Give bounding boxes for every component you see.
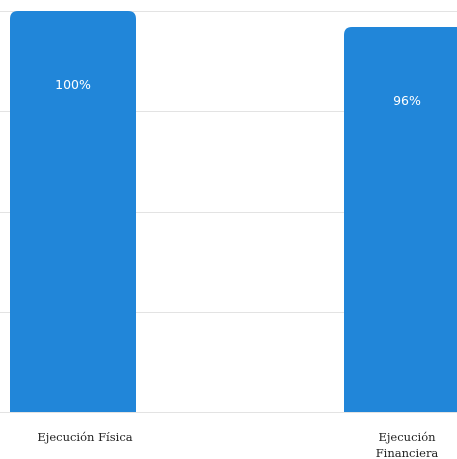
bars (10, 11, 457, 412)
category-label: Ejecución Financiera (376, 430, 439, 459)
data-labels: 100% 96% (55, 77, 421, 108)
category-labels: Ejecución Física Ejecución Financiera (37, 430, 438, 459)
data-label: 96% (393, 93, 421, 108)
bar (10, 11, 136, 412)
data-label: 100% (55, 77, 91, 92)
category-label: Ejecución Física (37, 430, 132, 444)
bar (344, 27, 457, 412)
